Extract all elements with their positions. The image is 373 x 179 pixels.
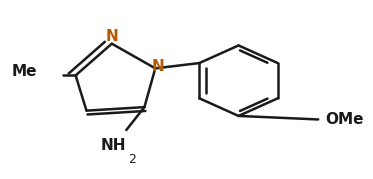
Text: Me: Me xyxy=(12,64,38,79)
Text: N: N xyxy=(152,59,164,74)
Text: N: N xyxy=(106,29,118,44)
Text: NH: NH xyxy=(101,138,126,153)
Text: 2: 2 xyxy=(128,153,136,166)
Text: OMe: OMe xyxy=(326,112,364,127)
